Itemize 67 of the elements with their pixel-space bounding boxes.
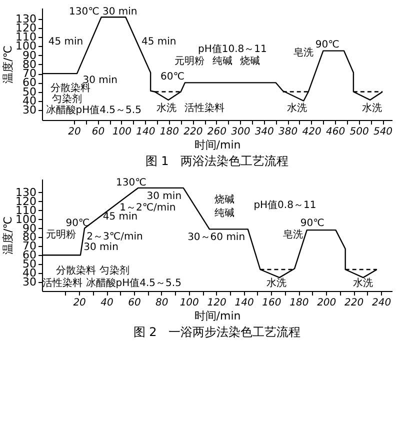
annotation: 烧碱 (214, 194, 235, 206)
x-tick-label: 540 (373, 126, 393, 138)
annotation: 水洗 (156, 102, 177, 114)
annotation: 水洗 (287, 102, 308, 114)
x-tick-label: 140 (234, 298, 254, 308)
x-axis-title: 时间/min (194, 310, 241, 322)
y-tick-label: 30 (22, 103, 36, 116)
x-tick-label: 40 (100, 298, 114, 308)
annotation: 90℃ (66, 218, 90, 229)
text: 图 1 两浴法染色工艺流程 (145, 154, 289, 168)
annotation: 水洗 (353, 276, 374, 289)
x-tick-label: 120 (207, 298, 226, 308)
x-tick-label: 100 (112, 126, 132, 138)
x-tick-label: 380 (278, 126, 298, 138)
annotation: 水洗 (362, 102, 382, 114)
annotation: 纯碱 (212, 54, 232, 67)
x-tick-label: 300 (231, 126, 250, 138)
x-tick-label: 420 (302, 126, 322, 138)
x-tick-label: 500 (350, 126, 369, 138)
annotation: 30 min (146, 191, 182, 202)
annotation: 1～2℃/min (120, 202, 176, 214)
annotation: 45 min (141, 36, 176, 48)
x-tick-label: 60 (128, 298, 141, 308)
annotation: pH值10.8～11 (198, 44, 267, 55)
annotation: 130℃ (116, 178, 146, 189)
x-tick-label: 220 (344, 298, 364, 308)
annotation: 元明粉 (174, 54, 205, 67)
x-tick-label: 260 (207, 126, 226, 138)
x-tick-label: 200 (317, 298, 336, 308)
annotation: 45 min (48, 36, 84, 48)
annotation: 2～3℃/min (86, 231, 143, 242)
y-axis-title: 温度/℃ (2, 216, 15, 255)
annotation: 45 min (102, 212, 138, 223)
x-tick-label: 180 (290, 298, 309, 308)
annotation: 烧碱 (240, 54, 260, 67)
annotation: 30～60 min (188, 232, 246, 244)
annotation: 匀染剂 (52, 93, 82, 106)
x-tick-label: 20 (68, 126, 81, 138)
annotation: 水洗 (266, 276, 287, 289)
x-tick-label: 240 (372, 298, 392, 308)
text: 图 2 一浴两步法染色工艺流程 (133, 325, 301, 339)
annotation: 60℃ (160, 71, 184, 82)
annotation: 冰醋酸pH值4.5～5.5 (46, 104, 142, 116)
annotation: 130℃ 30 min (68, 6, 138, 18)
annotation: 30 min (84, 242, 118, 254)
x-tick-label: 20 (73, 298, 86, 308)
y-axis-title: 温度/℃ (2, 45, 15, 84)
annotation: 皂洗 (294, 46, 314, 59)
annotation: 分散染料 匀染剂 (56, 264, 130, 276)
x-tick-label: 220 (184, 126, 203, 138)
annotation: 纯碱 (214, 207, 235, 220)
x-tick-label: 60 (92, 126, 105, 138)
x-tick-label: 80 (156, 298, 168, 308)
annotation: 90℃ (315, 39, 340, 50)
annotation: pH值0.8～11 (254, 200, 316, 211)
x-tick-label: 160 (262, 298, 282, 308)
annotation: 活性染料 冰醋酸pH值4.5～5.5 (42, 276, 182, 289)
x-tick-label: 180 (160, 126, 179, 138)
annotation: 皂洗 (283, 228, 304, 241)
annotation: 元明粉 (46, 228, 76, 241)
x-tick-label: 140 (136, 126, 156, 138)
annotation: 90℃ (300, 218, 324, 229)
annotation: 活性染料 (184, 102, 225, 114)
x-axis-title: 时间/min (194, 138, 241, 152)
x-tick-label: 100 (180, 298, 199, 308)
x-tick-label: 460 (326, 126, 346, 138)
x-tick-label: 340 (254, 126, 274, 138)
